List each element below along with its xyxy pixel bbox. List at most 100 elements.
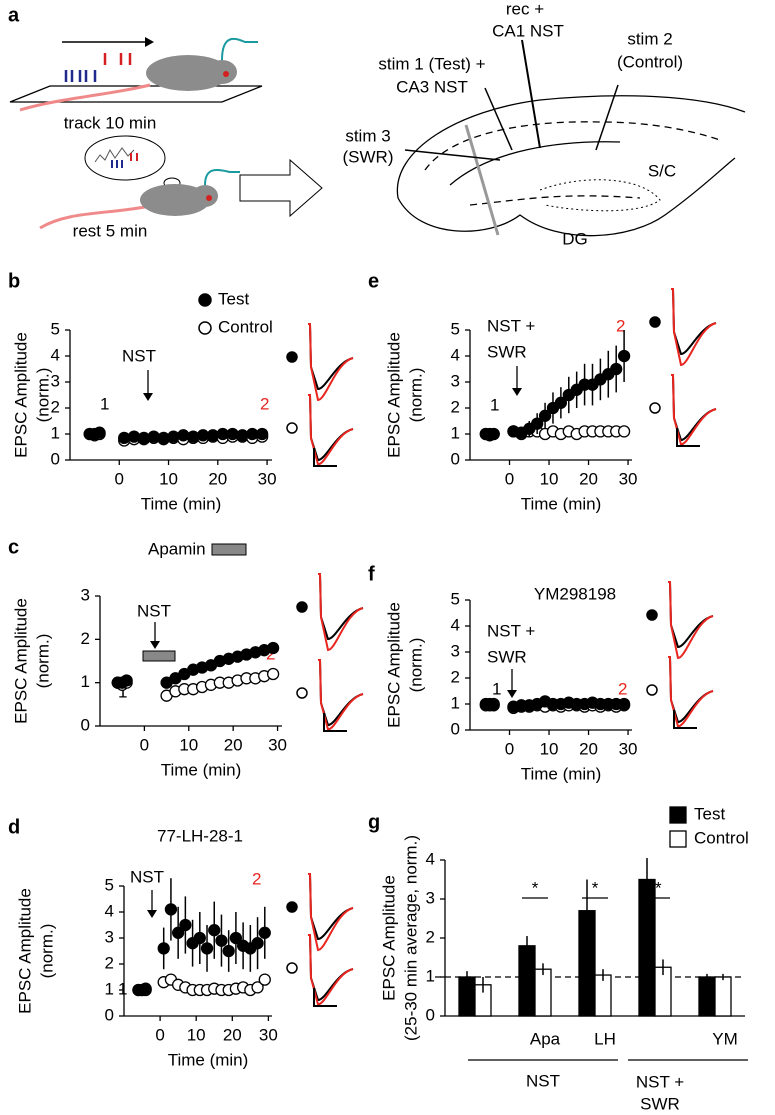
point [266,641,280,655]
y-tick-label: 3 [451,641,460,660]
y-tick-label: 4 [451,615,460,634]
y-tick-label: 5 [451,319,460,338]
trace [318,573,364,652]
y-tick-label: 5 [105,875,114,894]
x-axis-label: Time (min) [521,494,602,513]
trace-marker [286,351,298,363]
annotation: 1 [118,979,127,998]
point [610,362,623,376]
y-tick-label: 5 [451,589,460,608]
hippocampus-outer [396,95,746,199]
trace [318,573,364,641]
x-tick-label: 20 [579,469,598,488]
y-tick-label: 2 [426,927,435,946]
implant [223,71,229,77]
y-tick-label: 2 [105,953,114,972]
x-tick-label: 20 [223,1025,242,1044]
mouse-head [192,185,218,207]
stim2-label: stim 2 [627,29,672,48]
point [266,667,280,681]
cable [221,37,258,61]
point [255,427,269,441]
x-axis-label: Time (min) [521,764,602,783]
annotation: NST + [487,316,535,335]
point [171,926,185,939]
x-axis-label: Time (min) [168,1050,249,1069]
x-tick-label: Apa [530,1029,561,1048]
legend-label: Control [218,317,273,336]
y-tick-label: 1 [451,693,460,712]
annotation: 2 [618,679,627,698]
point [251,981,264,994]
point [487,699,500,712]
electrode [595,84,619,151]
implant [206,195,212,201]
cut [464,124,500,236]
x-tick-label: 0 [505,469,514,488]
stim3-label: stim 3 [345,126,390,145]
layer [424,121,721,171]
x-tick-label: 0 [140,735,149,754]
y-tick-label: 0 [105,1005,114,1024]
trace [308,323,354,391]
y-tick-label: 0 [451,449,460,468]
point [531,417,544,430]
panel-label: e [368,270,379,292]
track [9,85,263,103]
y-tick-label: 0 [51,449,60,468]
rec-label: CA1 NST [492,21,564,40]
y-axis-label: (norm.) [406,638,425,693]
bubble-trace [94,147,135,163]
trace [671,374,717,446]
thought-bubble [84,135,166,181]
y-tick-label: 1 [105,979,114,998]
y-tick-label: 1 [51,423,60,442]
dg-label: DG [562,229,588,248]
x-tick-label: 20 [208,469,227,488]
trace-marker [286,901,298,913]
annotation: 1 [118,682,127,701]
y-tick-label: 3 [51,371,60,390]
electrode [404,149,501,161]
electrode [521,39,541,149]
trace-marker [649,402,661,414]
x-axis-label: Time (min) [161,760,242,779]
annotation: NST [130,867,164,886]
group-label: NST [526,1071,560,1090]
y-tick-label: 1 [451,423,460,442]
panel-label: d [8,816,20,838]
bar [594,974,612,1017]
y-axis-label: (norm.) [33,368,52,423]
rec-label: rec + [506,0,544,18]
point [93,426,106,439]
group-label: SWR [640,1094,680,1113]
chart-title: 77-LH-28-1 [157,826,243,845]
y-tick-label: 4 [51,345,60,364]
point [554,396,568,409]
y-axis-label: EPSC Amplitude [11,598,30,724]
x-tick-label: 30 [619,469,638,488]
x-tick-label: 30 [268,735,287,754]
annotation: NST [137,601,171,620]
red-spikes [103,53,132,65]
panel-label: f [368,563,375,585]
x-tick-label: 10 [179,735,198,754]
point [229,931,243,945]
legend-label: Test [694,804,725,823]
apamin-bar [142,650,176,662]
legend-label: Test [218,289,249,308]
x-tick-label: 10 [187,1025,206,1044]
point [222,944,235,958]
scale-bar [323,713,347,732]
arrow-heads [143,388,522,918]
point [258,973,271,986]
annotation: 1 [100,394,109,413]
point [617,349,631,363]
bar [714,976,732,1017]
bar [698,976,716,1017]
trace-marker [296,687,308,699]
y-tick-label: 3 [81,585,90,604]
trace [671,288,717,367]
stim1-label: stim 1 (Test) + [378,54,485,73]
